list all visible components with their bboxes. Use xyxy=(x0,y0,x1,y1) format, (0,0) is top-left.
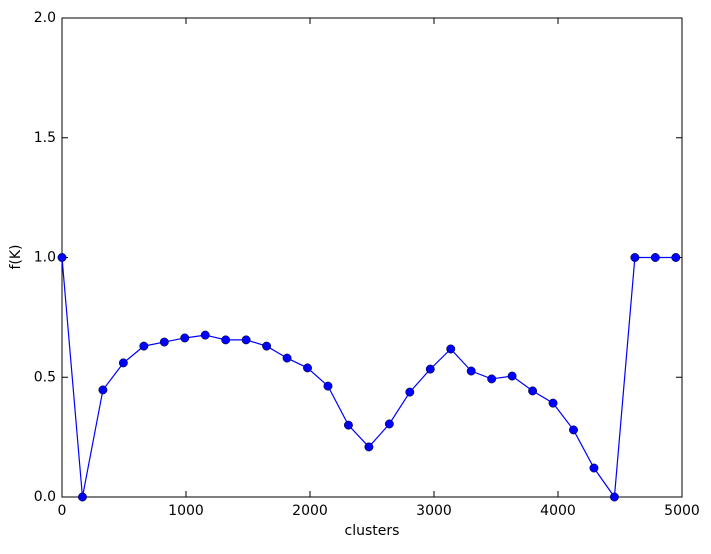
marker xyxy=(343,420,353,430)
y-tick-label: 1.0 xyxy=(34,250,56,266)
marker xyxy=(180,333,190,343)
x-tick-label: 3000 xyxy=(416,503,452,519)
marker xyxy=(589,463,599,473)
marker xyxy=(405,387,415,397)
marker xyxy=(57,253,67,262)
marker xyxy=(78,492,87,502)
marker xyxy=(364,442,374,452)
marker xyxy=(446,344,456,354)
marker xyxy=(139,341,149,351)
marker xyxy=(609,492,619,502)
x-tick-label: 4000 xyxy=(540,503,576,519)
y-tick-label: 2.0 xyxy=(34,10,56,26)
y-tick-label: 1.5 xyxy=(34,130,56,146)
line xyxy=(61,256,676,499)
marker xyxy=(262,341,272,351)
marker xyxy=(528,386,538,396)
y-tick-label: 0.5 xyxy=(34,369,56,385)
plot-frame xyxy=(61,17,683,498)
marker xyxy=(425,364,435,374)
marker xyxy=(548,398,558,408)
marker xyxy=(630,253,640,262)
marker xyxy=(384,419,394,429)
y-tick-label: 0.0 xyxy=(34,489,56,505)
y-axis-label: f(K) xyxy=(8,244,24,269)
marker xyxy=(200,330,210,340)
marker xyxy=(118,358,128,368)
x-tick-label: 0 xyxy=(58,503,67,519)
x-axis-label: clusters xyxy=(345,523,400,539)
marker xyxy=(221,335,231,345)
marker xyxy=(466,366,476,376)
marker xyxy=(98,385,108,395)
marker xyxy=(159,337,169,347)
x-tick-label: 1000 xyxy=(168,503,204,519)
x-tick-label: 5000 xyxy=(664,503,700,519)
marker xyxy=(507,371,517,381)
marker xyxy=(303,363,312,373)
marker xyxy=(323,381,333,391)
marker xyxy=(282,353,292,363)
marker xyxy=(671,253,681,262)
marker xyxy=(569,425,578,435)
marker xyxy=(650,253,660,262)
x-tick-label: 2000 xyxy=(292,503,328,519)
marker xyxy=(241,335,251,345)
marker xyxy=(487,374,497,384)
